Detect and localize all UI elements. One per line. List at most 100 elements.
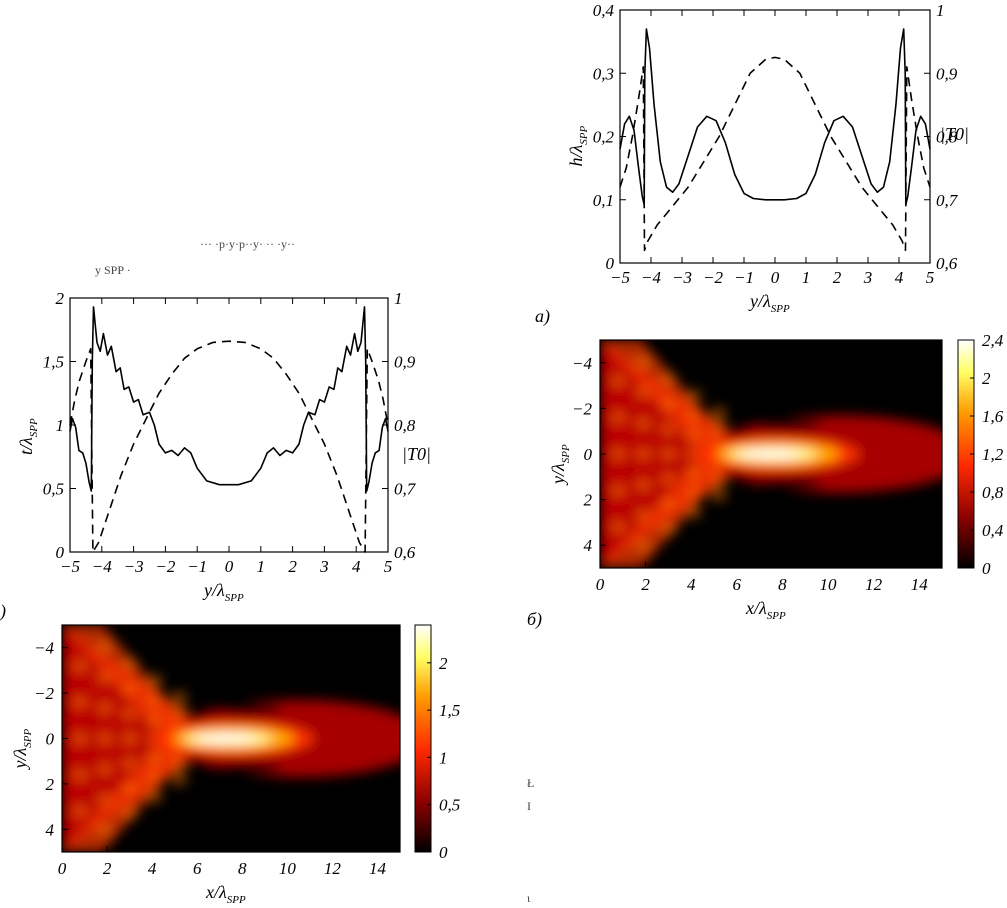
chartD-lattice-spot — [146, 751, 163, 764]
chartB-colorbar-tick-label: 0 — [982, 559, 991, 578]
chartD-y-axis-label-main: y/λ — [10, 748, 30, 771]
chartC-xtick-label: −5 — [60, 557, 80, 576]
chartA-frame — [619, 9, 931, 264]
chartB-lattice-spot — [685, 389, 702, 402]
chartB-lattice-spot — [635, 478, 652, 491]
chartD-xtick-label: 10 — [279, 859, 297, 878]
chartB-lattice-spot — [610, 484, 627, 497]
chartB-lattice-spot — [685, 428, 702, 441]
chartD-dark-lobe-upper — [215, 703, 283, 715]
chartB-xtick-label: 2 — [641, 575, 650, 594]
chartC-y2tick-label: 0,9 — [394, 353, 416, 372]
chartD-xtick-label: 12 — [324, 859, 342, 878]
chartA-xtick-label: 2 — [833, 268, 842, 287]
chartA-y2tick-label: 0,9 — [936, 64, 958, 83]
chartD-lattice-spot — [121, 707, 138, 720]
chartD-colorbar-tick-label: 1 — [439, 748, 448, 767]
chartD-lattice-spot — [121, 732, 138, 745]
chartB-xtick-label: 14 — [911, 575, 929, 594]
chartD-xtick-label: 4 — [148, 859, 157, 878]
text-fragment-4: I — [527, 799, 531, 813]
chartD-lattice-spot — [171, 691, 188, 704]
chartD-y-axis-label-sub: SPP — [22, 728, 34, 747]
chartD-x-axis-label-sub: SPP — [227, 894, 246, 906]
chartB-lattice-spot — [635, 509, 652, 522]
chartB-xtick-label: 8 — [778, 575, 787, 594]
chartD-lattice-spot — [96, 671, 113, 684]
chartD-lattice-spot — [121, 807, 138, 820]
chartD-lattice-spot — [146, 771, 163, 784]
chartB-lattice-spot — [660, 372, 677, 385]
chartD-lattice-spot — [121, 782, 138, 795]
chartB-intensity — [600, 340, 942, 568]
chartC-xtick-label: −3 — [124, 557, 144, 576]
chartB-lattice-spot — [660, 448, 677, 460]
chartC-series-t-line — [69, 306, 389, 492]
chartD-lattice-spot — [72, 659, 89, 672]
chartA-y2tick-label: 0,7 — [936, 191, 959, 210]
chartD-lattice-spot — [96, 763, 113, 776]
chartD-lattice-spot — [96, 701, 113, 714]
chartB-lattice-spot — [685, 409, 702, 422]
chartD-colorbar-tick-label: 1,5 — [439, 701, 460, 720]
chartC-xtick-label: −2 — [155, 557, 175, 576]
chartA-xtick-label: −2 — [703, 268, 723, 287]
chartD-ytick-label: 0 — [46, 730, 55, 749]
chartD-intensity — [62, 625, 400, 852]
chartD-lattice-spot — [72, 805, 89, 818]
chartA-ytick-label: 0,2 — [593, 128, 615, 147]
chartB-lattice-spot — [610, 520, 627, 533]
chartD-lattice-spot — [146, 790, 163, 803]
chartC-xtick-label: 5 — [384, 557, 393, 576]
chartD-hotspot-peak — [194, 734, 256, 743]
chartB-lattice-spot — [635, 386, 652, 399]
chartD-lattice-spot — [96, 824, 113, 837]
text-fragment-2: y SPP · — [95, 263, 131, 277]
chartB-hotspot-peak — [739, 449, 801, 459]
chartA-xtick-label: −4 — [641, 268, 661, 287]
chartD-colorbar-tick-label: 0 — [439, 843, 448, 862]
chartB-xtick-label: 0 — [596, 575, 605, 594]
chartB-lattice-spot — [710, 489, 727, 502]
text-fragment-5: ι — [527, 891, 531, 905]
text-fragment-3: Ł — [527, 776, 534, 790]
chartB-lattice-spot — [685, 486, 702, 499]
chartB-lattice-spot — [685, 506, 702, 519]
chartB-ytick-label: 4 — [584, 536, 593, 555]
chartB-colorbar-tick-label: 2,4 — [982, 331, 1004, 350]
chartB-heat-field — [600, 340, 942, 568]
chartD-xtick-label: 14 — [369, 859, 387, 878]
chartD-lattice-spot — [121, 682, 138, 695]
chart-c: ) |T0| −5 −4 −3 −2 −1 0 1 2 3 4 5 0 0,5 1 1,5 2 0,6 0,7 0,… — [0, 289, 431, 622]
chartD-lattice-spot — [171, 705, 188, 718]
chartC-y-axis-label-main: t/λ — [16, 437, 36, 455]
chartB-ytick-label: −4 — [572, 354, 592, 373]
chartD-ytick-label: −2 — [34, 684, 54, 703]
chartB-x-axis-label-sub: SPP — [767, 610, 786, 622]
chartA-xtick-label: 5 — [926, 268, 935, 287]
chartA-series-h-line — [619, 28, 931, 206]
chartB-lattice-spot — [635, 417, 652, 430]
chartB-lattice-spot — [635, 540, 652, 553]
chartC-y2tick-label: 0,6 — [394, 543, 416, 562]
chart-b-caption: б) — [527, 609, 542, 630]
chartB-lattice-spot — [660, 473, 677, 486]
chartB-lattice-spot — [685, 467, 702, 480]
chartC-y2tick-label: 1 — [394, 289, 403, 308]
chartC-y2tick-label: 0,8 — [394, 416, 416, 435]
chartC-x-axis-label: y/λSPP — [202, 580, 244, 604]
chartB-lattice-spot — [610, 448, 627, 460]
chartA-y-axis-label: h/λSPP — [566, 125, 590, 166]
chartA-series-T0-line — [619, 56, 931, 252]
chartD-y-axis-label: y/λSPP — [10, 728, 34, 770]
chartD-colorbar — [414, 624, 432, 853]
chartC-series-T0-line — [69, 340, 389, 553]
chartC-xtick-label: 0 — [225, 557, 234, 576]
chartA-y-axis-label-main: h/λ — [566, 144, 586, 166]
chart-a-caption: a) — [535, 306, 550, 327]
chartA-x-axis-label-main: y/λ — [748, 291, 771, 311]
chartA-xtick-label: −1 — [734, 268, 754, 287]
chartC-xtick-label: 4 — [352, 557, 361, 576]
chartB-colorbar-tick-label: 1,2 — [982, 445, 1004, 464]
